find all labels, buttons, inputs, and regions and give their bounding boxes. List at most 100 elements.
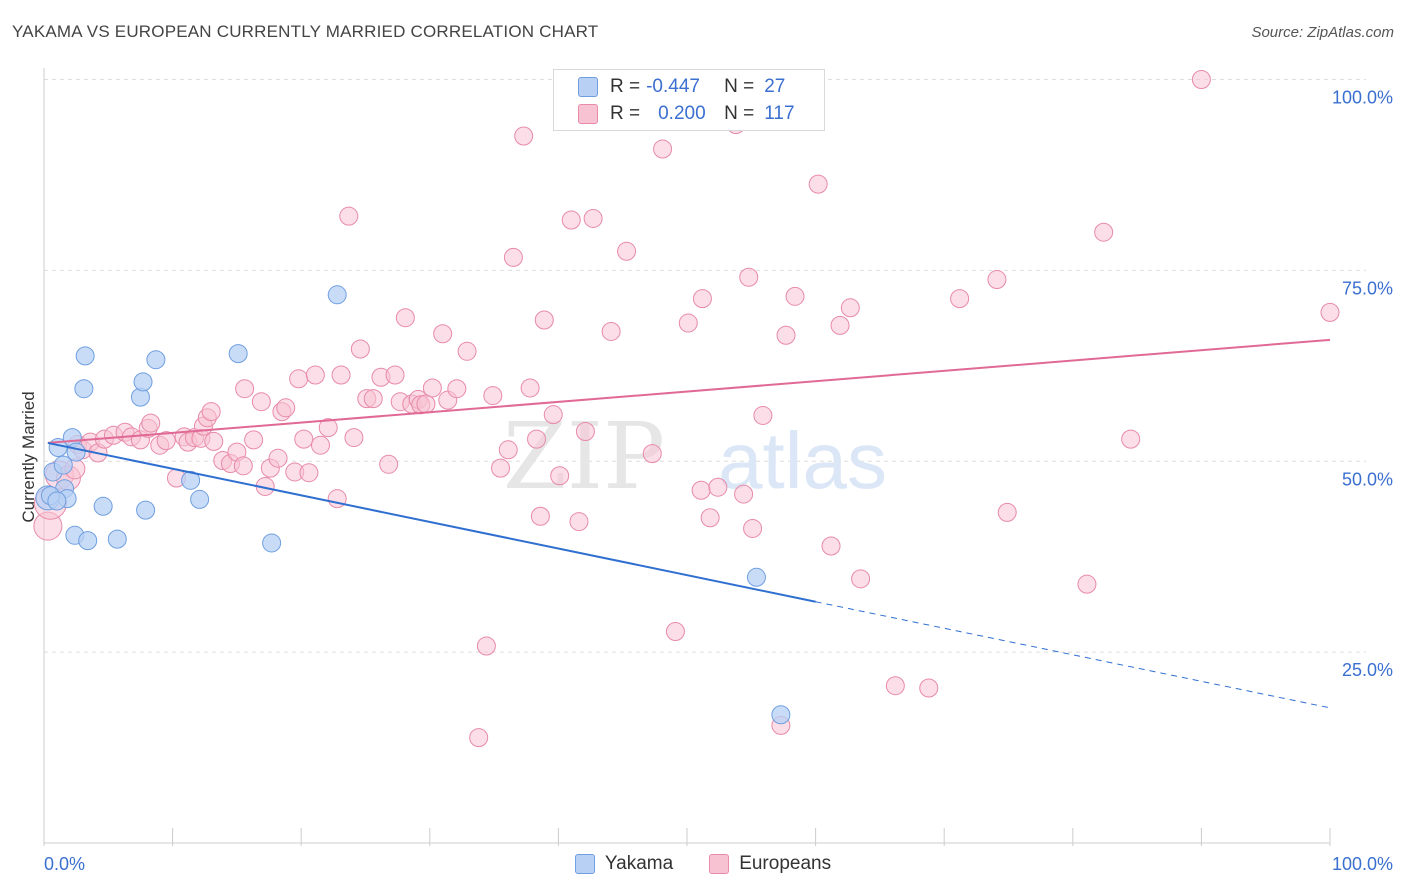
europeans-point — [514, 126, 534, 146]
europeans-point — [997, 502, 1017, 522]
europeans-point — [363, 389, 383, 409]
europeans-point — [601, 321, 621, 341]
europeans-point — [708, 477, 728, 497]
europeans-point — [141, 413, 161, 433]
europeans-point — [251, 392, 271, 412]
stats-legend: R = -0.447 N = 27 R = 0.200 N = 117 — [553, 69, 825, 131]
n-value: 117 — [764, 103, 795, 124]
europeans-point — [498, 440, 518, 460]
europeans-point — [491, 458, 511, 478]
n-label: N = — [724, 103, 755, 124]
europeans-point — [305, 365, 325, 385]
europeans-point — [569, 512, 589, 532]
y-tick-label: 25.0% — [1342, 660, 1393, 680]
r-value: -0.447 — [646, 76, 700, 97]
europeans-point — [550, 466, 570, 486]
europeans-point — [743, 518, 763, 538]
r-value: 0.200 — [658, 103, 706, 124]
europeans-point — [1320, 302, 1340, 322]
axes — [43, 68, 1331, 846]
europeans-point — [299, 463, 319, 483]
yakama-point — [78, 531, 98, 551]
europeans-point — [276, 398, 296, 418]
europeans-point — [950, 289, 970, 309]
x-tick-label: 0.0% — [44, 854, 85, 874]
grid-lines — [44, 79, 1366, 653]
yakama-trend-line — [47, 441, 816, 603]
n-label: N = — [724, 76, 755, 97]
europeans-point — [503, 247, 523, 267]
europeans-point — [530, 506, 550, 526]
series-legend: Yakama Europeans — [0, 852, 1406, 876]
chart-title: YAKAMA VS EUROPEAN CURRENTLY MARRIED COR… — [12, 22, 599, 41]
europeans-point — [642, 444, 662, 464]
europeans-point — [416, 394, 436, 414]
europeans-point — [885, 676, 905, 696]
europeans-point — [520, 378, 540, 398]
europeans-point — [469, 728, 489, 748]
yakama-points — [35, 285, 791, 725]
europeans-point — [583, 208, 603, 228]
yakama-point — [190, 489, 210, 509]
yakama-point — [262, 533, 282, 553]
europeans-point — [808, 174, 828, 194]
europeans-point — [318, 418, 338, 438]
europeans-point — [527, 429, 547, 449]
yakama-point — [146, 350, 166, 370]
watermark: ZIP atlas — [503, 403, 887, 510]
europeans-point — [534, 310, 554, 330]
legend-item-europeans[interactable]: Europeans — [709, 853, 831, 875]
europeans-point — [753, 405, 773, 425]
europeans-point — [483, 386, 503, 406]
europeans-trend-line — [47, 338, 1331, 444]
yakama-point — [133, 372, 153, 392]
yakama-point — [66, 442, 86, 462]
legend-label-europeans: Europeans — [739, 853, 832, 874]
europeans-point — [739, 267, 759, 287]
europeans-point — [395, 308, 415, 328]
europeans-point — [447, 379, 467, 399]
europeans-point — [385, 365, 405, 385]
europeans-point — [201, 402, 221, 422]
europeans-legend-swatch — [709, 854, 730, 874]
europeans-points — [33, 70, 1340, 748]
europeans-point — [344, 428, 364, 448]
legend-row-yakama: R = -0.447 N = 27 — [578, 74, 785, 100]
yakama-point — [75, 346, 95, 366]
source-credit: Source: ZipAtlas.com — [1251, 24, 1394, 41]
europeans-point — [1077, 574, 1097, 594]
europeans-point — [665, 622, 685, 642]
europeans-point — [156, 431, 176, 451]
europeans-point — [543, 405, 563, 425]
europeans-point — [379, 454, 399, 474]
europeans-point — [575, 421, 595, 441]
europeans-point — [1121, 429, 1141, 449]
x-tick-label: 100.0% — [1332, 854, 1393, 874]
legend-label-yakama: Yakama — [604, 853, 674, 874]
europeans-point — [617, 241, 637, 261]
yakama-legend-swatch — [574, 854, 595, 874]
europeans-point — [294, 429, 314, 449]
watermark-zip: ZIP — [503, 403, 665, 510]
europeans-point — [691, 480, 711, 500]
yakama-point — [327, 285, 347, 305]
legend-row-europeans: R = 0.200 N = 117 — [578, 101, 795, 127]
n-value: 27 — [764, 76, 786, 97]
europeans-point — [919, 678, 939, 698]
europeans-point — [700, 508, 720, 528]
europeans-point — [331, 365, 351, 385]
europeans-point — [204, 431, 224, 451]
r-label: R = — [610, 103, 641, 124]
europeans-point — [268, 448, 288, 468]
yakama-point — [228, 344, 248, 364]
yakama-point — [107, 529, 127, 549]
y-tick-label: 100.0% — [1332, 88, 1393, 108]
europeans-point — [310, 435, 330, 455]
yakama-point — [47, 491, 67, 511]
europeans-point — [561, 210, 581, 230]
europeans-point — [289, 369, 309, 389]
legend-item-yakama[interactable]: Yakama — [574, 853, 674, 875]
europeans-point — [244, 430, 264, 450]
yakama-point — [771, 705, 791, 725]
